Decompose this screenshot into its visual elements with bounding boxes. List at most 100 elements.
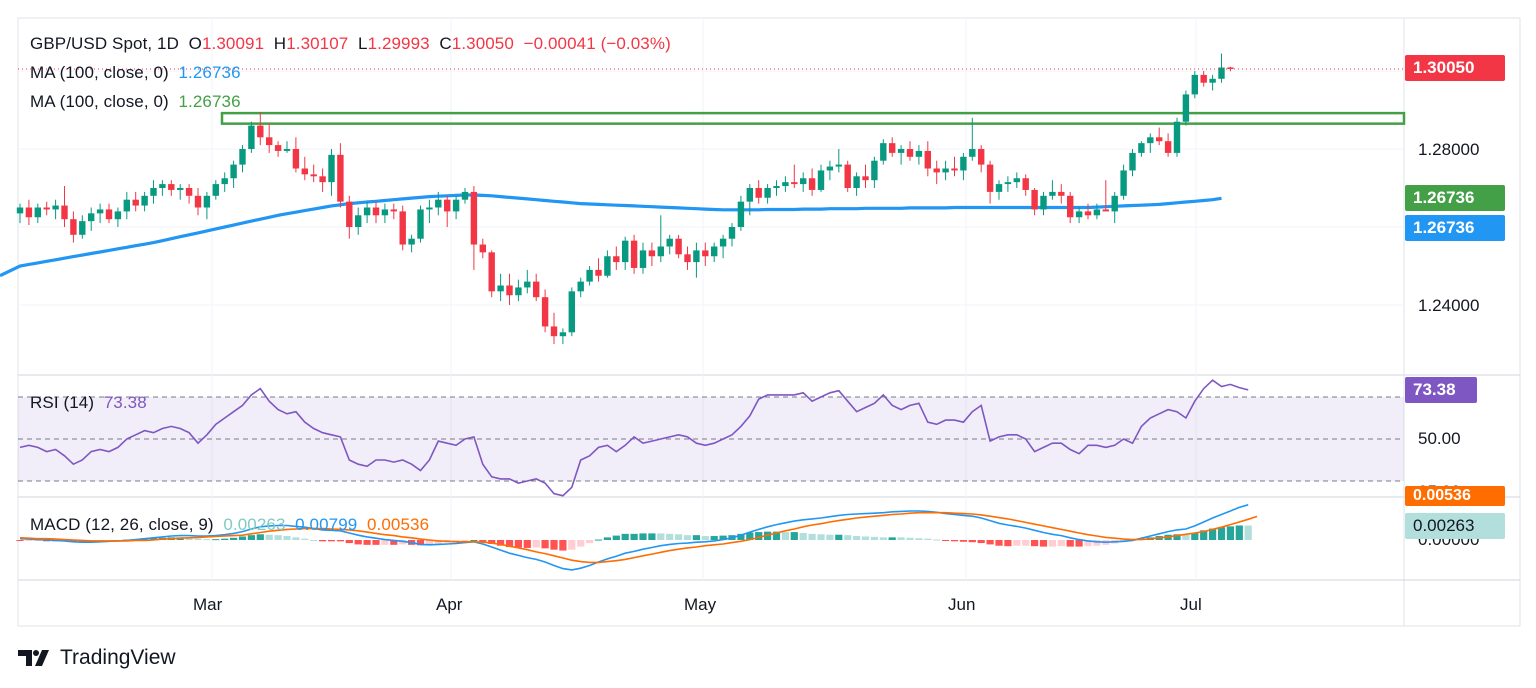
macd-histogram-bar (354, 540, 362, 545)
candle-body (826, 166, 834, 171)
macd-histogram-bar (1039, 540, 1048, 547)
ma1-label: MA (100, close, 0) (30, 63, 169, 82)
candle-body (452, 199, 460, 212)
macd-histogram-bar (292, 537, 300, 540)
candle-body (43, 207, 50, 210)
candle-body (791, 182, 798, 185)
candle-body (960, 156, 967, 171)
macd-histogram-bar (327, 540, 336, 542)
candle-body (648, 250, 656, 257)
macd-histogram-bar (737, 533, 745, 540)
candle-body (1013, 178, 1020, 183)
candle-body (346, 201, 353, 227)
candle-body (444, 199, 451, 212)
last-price-tag: 1.30050 (1405, 55, 1505, 81)
candle-body (1227, 67, 1234, 70)
candle-body (177, 188, 184, 190)
candle-body (159, 184, 166, 188)
candle-body (559, 332, 567, 337)
macd-histogram-bar (772, 531, 781, 540)
macd-histogram-bar (265, 534, 273, 540)
candle-body (34, 207, 41, 218)
macd-histogram-bar (247, 535, 255, 540)
candle-body (622, 240, 629, 263)
chart-frame (17, 17, 1521, 627)
candle-body (435, 199, 442, 208)
macd-histogram-bar (1093, 540, 1101, 546)
macd-histogram-bar (461, 540, 469, 541)
candle-body (693, 250, 700, 263)
low-label: L (358, 34, 368, 53)
macd-histogram-bar (950, 540, 959, 542)
macd-histogram-bar (577, 540, 585, 547)
macd-histogram-bar (710, 536, 718, 540)
candle-body (871, 160, 878, 181)
macd-histogram-bar (675, 534, 683, 540)
high-value: 1.30107 (286, 34, 349, 53)
candle-body (702, 250, 709, 257)
ma1-legend[interactable]: MA (100, close, 0) 1.26736 (30, 63, 241, 83)
candle-body (541, 297, 549, 327)
tradingview-logo-icon (18, 650, 49, 666)
macd-histogram-bar (194, 538, 202, 540)
candle-body (728, 227, 736, 239)
ma1-value: 1.26736 (178, 63, 241, 82)
ma2-legend[interactable]: MA (100, close, 0) 1.26736 (30, 92, 241, 112)
candle-body (506, 285, 513, 296)
close-value: 1.30050 (451, 34, 514, 53)
candle-body (853, 176, 860, 188)
macd-histogram-bar (212, 539, 220, 541)
candle-body (283, 149, 291, 151)
candle-body (408, 238, 415, 245)
candle-body (1093, 209, 1101, 216)
macd-histogram-bar (648, 533, 656, 540)
candle-body (417, 209, 424, 239)
candle-body (844, 164, 851, 188)
candle-body (969, 149, 976, 157)
candle-body (16, 207, 24, 214)
rsi-legend[interactable]: RSI (14) 73.38 (30, 393, 147, 413)
macd-histogram-bar (1004, 540, 1012, 547)
candle-body (52, 205, 59, 210)
macd-histogram-bar (1057, 540, 1065, 547)
macd-line (19, 504, 1249, 571)
macd-histogram-bar (345, 540, 353, 544)
candle-body (319, 176, 326, 183)
candle-body (355, 215, 362, 227)
candle-body (248, 125, 255, 149)
macd-histogram-bar (861, 536, 870, 540)
candle-body (995, 184, 1003, 192)
macd-histogram-bar (870, 536, 878, 540)
macd-histogram-bar (1182, 534, 1190, 540)
macd-histogram-bar (790, 532, 798, 540)
candle-body (328, 154, 335, 183)
change-value: −0.00041 (−0.03%) (523, 34, 671, 53)
candle-body (96, 209, 104, 214)
candle-body (88, 213, 95, 222)
candle-body (1209, 78, 1216, 83)
candle-body (737, 201, 745, 227)
macd-legend[interactable]: MACD (12, 26, close, 9) 0.00263 0.00799 … (30, 515, 429, 535)
macd-signal-tag: 0.00536 (1405, 486, 1505, 506)
brand-logo[interactable]: TradingView (18, 646, 176, 670)
candle-body (61, 205, 68, 220)
candle-body (1031, 189, 1038, 210)
macd-histogram-bar (514, 540, 522, 548)
candle-body (381, 209, 389, 216)
candle-body (835, 164, 842, 167)
ma2-label: MA (100, close, 0) (30, 92, 169, 111)
macd-histogram-bar (185, 537, 193, 540)
candle-body (461, 191, 469, 200)
macd-signal-value: 0.00536 (366, 515, 430, 534)
price-tick-label: 1.28000 (1418, 140, 1480, 159)
ma100-line (0, 193, 1222, 278)
candle-body (274, 145, 282, 151)
candle-body (711, 246, 718, 257)
ma2-value: 1.26736 (178, 92, 241, 111)
macd-histogram-bar (1022, 540, 1030, 546)
macd-histogram-bar (906, 537, 914, 540)
candle-body (1022, 178, 1029, 190)
candle-body (105, 209, 113, 220)
macd-histogram-bar (69, 540, 77, 542)
